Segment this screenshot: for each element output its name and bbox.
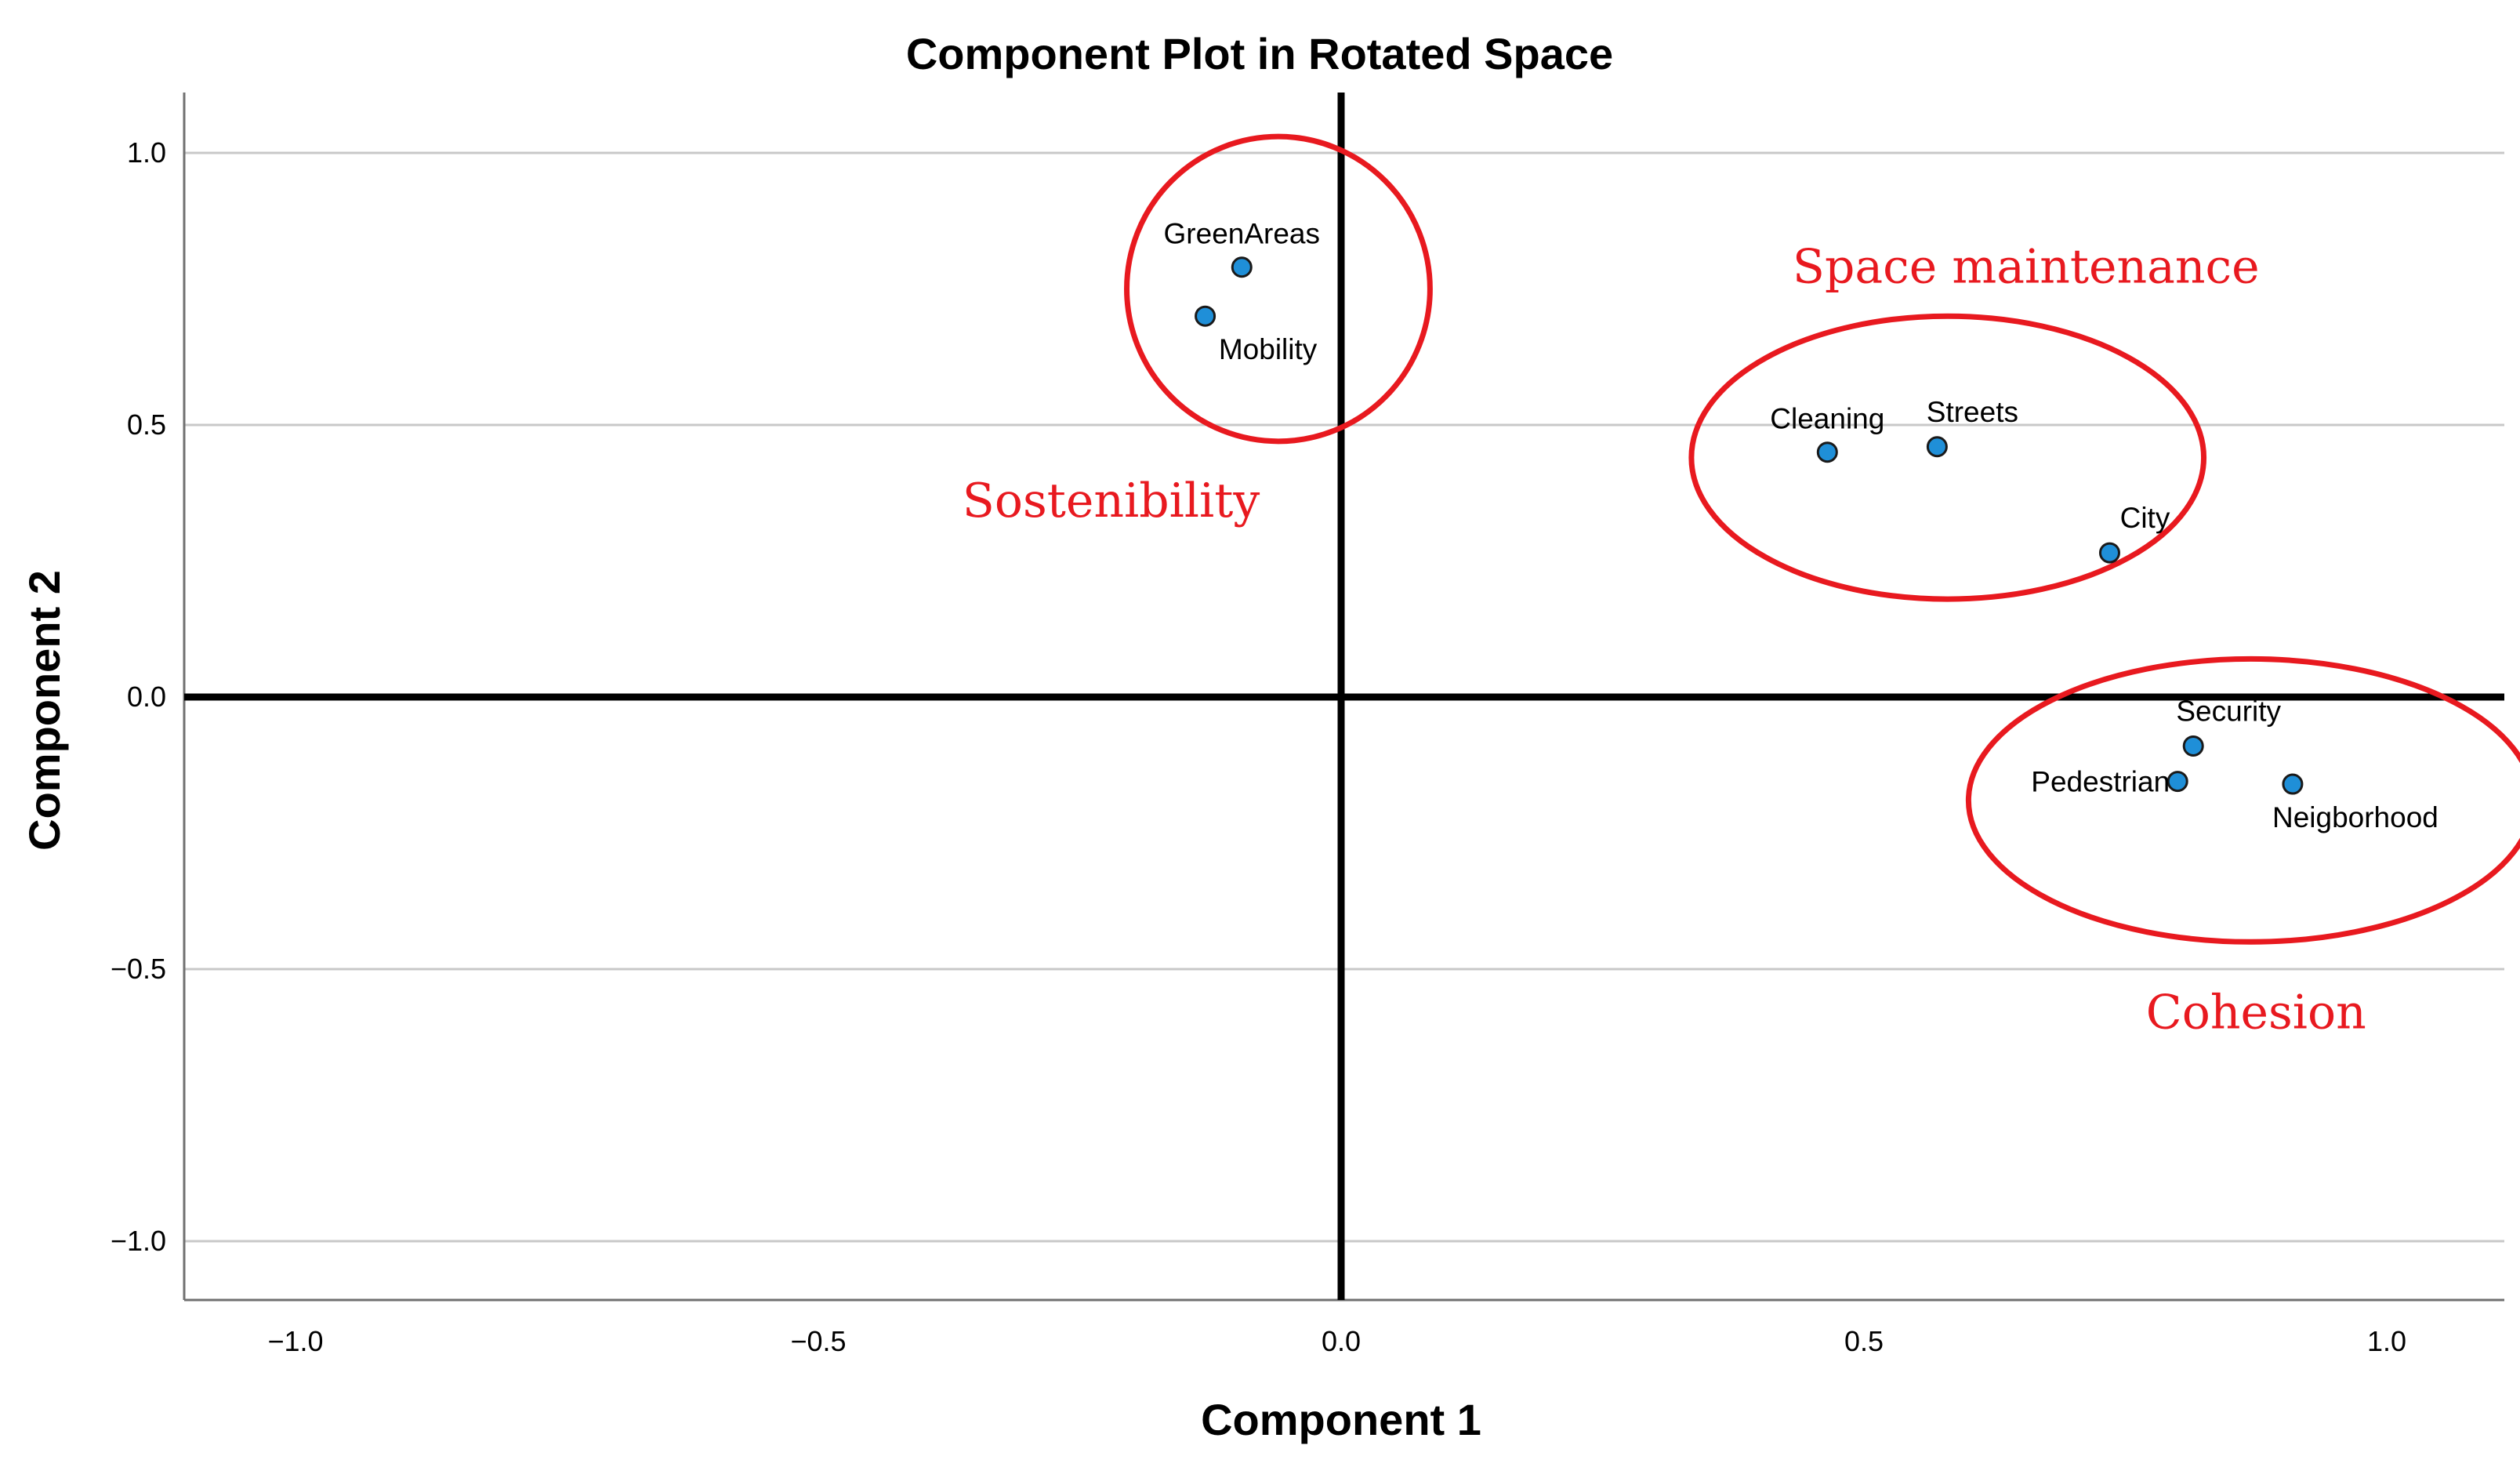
x-tick-label: −0.5 (790, 1325, 846, 1357)
point-label: Security (2176, 695, 2281, 727)
zero-axes (184, 93, 2504, 1300)
x-tick-label: 0.5 (1844, 1325, 1884, 1357)
data-point (2098, 542, 2120, 564)
cluster-ellipse (1124, 133, 1433, 445)
data-point (2282, 773, 2304, 795)
data-point (1926, 436, 1948, 458)
y-tick-label: 1.0 (127, 136, 166, 169)
data-points: GreenAreas Mobility Cleaning Streets City Sec… (1164, 218, 2438, 833)
y-tick-label: −0.5 (111, 953, 166, 985)
point-label: Cleaning (1770, 403, 1884, 435)
point-label: City (2120, 502, 2170, 534)
y-axis-label: Component 2 (20, 570, 69, 851)
point-label: GreenAreas (1164, 218, 1321, 250)
x-axis-label: Component 1 (1201, 1395, 1481, 1444)
cluster-ellipse (1688, 313, 2207, 602)
point-label: Neigborhood (2272, 801, 2438, 833)
point-label: Pedestrian (2031, 766, 2170, 798)
chart-title: Component Plot in Rotated Space (906, 29, 1613, 78)
x-tick-label: 1.0 (2367, 1325, 2406, 1357)
data-point (1231, 256, 1253, 278)
y-tick-label: 0.5 (127, 409, 166, 441)
x-tick-label: 0.0 (1322, 1325, 1361, 1357)
point-label: Mobility (1219, 333, 1318, 365)
point-label: Streets (1927, 396, 2018, 428)
cluster-label: Sostenibility (963, 474, 1260, 528)
annotations: Sostenibility Space maintenance Cohesion (963, 133, 2520, 1040)
x-tick-label: −1.0 (267, 1325, 323, 1357)
data-point (2166, 771, 2188, 793)
cluster-ellipse (1966, 655, 2520, 945)
y-tick-label: 0.0 (127, 681, 166, 713)
cluster-label: Cohesion (2146, 986, 2366, 1040)
plot-area: Sostenibility Space maintenance Cohesion G… (183, 93, 2520, 1302)
data-point (1195, 305, 1216, 327)
tick-labels: −1.0 −0.5 0.0 0.5 1.0 1.0 0.5 0.0 −0.5 −1.0 (111, 136, 2406, 1357)
data-point (1816, 441, 1838, 463)
y-tick-label: −1.0 (111, 1225, 166, 1257)
data-point (2182, 735, 2204, 757)
cluster-label: Space maintenance (1793, 240, 2260, 295)
